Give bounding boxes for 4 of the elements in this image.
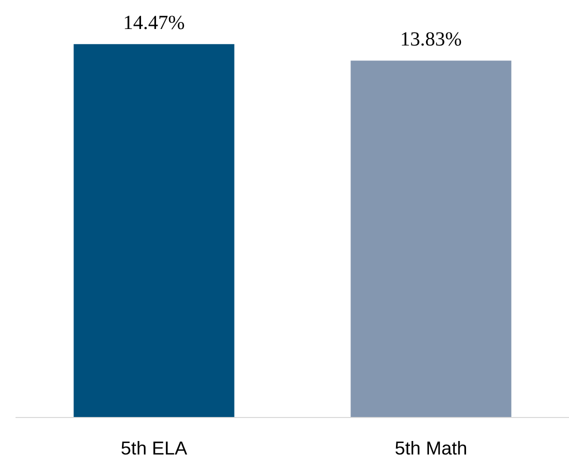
x-tick-label: 5th Math [394, 438, 468, 458]
data-label: 14.47% [123, 12, 185, 34]
data-label: 13.83% [400, 28, 462, 51]
x-tick-label: 5th ELA [120, 438, 188, 458]
